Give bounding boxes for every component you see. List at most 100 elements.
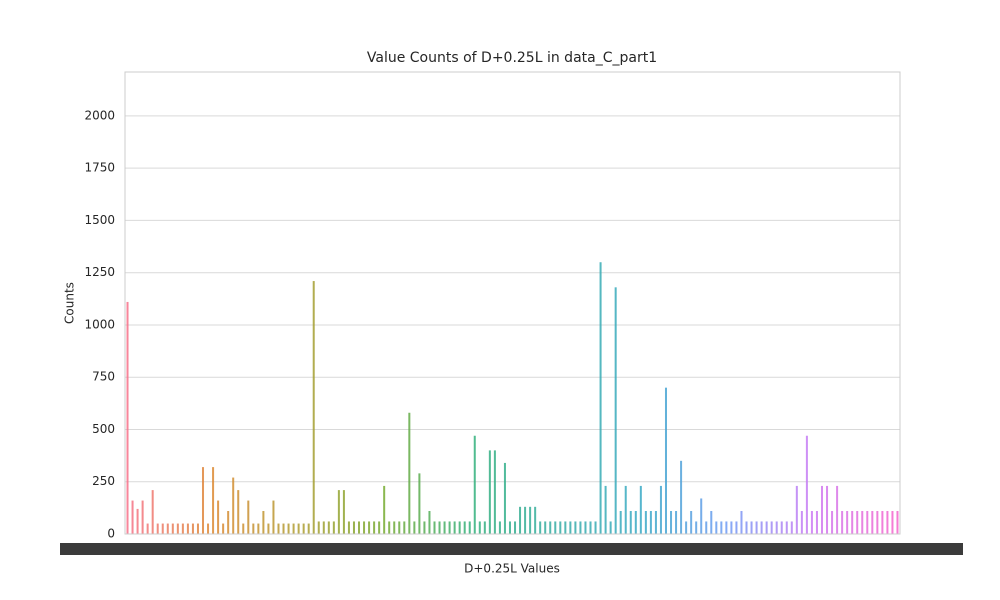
bar	[171, 523, 174, 534]
bar	[820, 485, 824, 534]
bar	[503, 462, 506, 534]
bar	[750, 521, 753, 534]
bar	[327, 521, 330, 534]
bar	[629, 511, 632, 534]
bar	[780, 521, 783, 534]
bar	[448, 521, 451, 534]
bar	[760, 521, 763, 534]
y-tick-label: 750	[92, 370, 115, 384]
y-tick-label: 1500	[84, 213, 115, 227]
plot-frame	[124, 71, 901, 535]
bar	[217, 500, 220, 534]
bar	[156, 523, 159, 534]
bar	[659, 485, 662, 534]
bar	[292, 523, 295, 534]
bar	[277, 523, 280, 534]
bar	[846, 511, 849, 534]
bar	[352, 521, 355, 534]
bar	[317, 521, 320, 534]
bar	[196, 523, 199, 534]
bar	[388, 521, 391, 534]
bar	[539, 521, 542, 534]
bar	[232, 477, 235, 534]
bar	[257, 523, 260, 534]
bar	[624, 485, 627, 534]
bar	[181, 523, 184, 534]
bar	[715, 521, 718, 534]
y-tick-label: 500	[92, 422, 115, 436]
bar	[131, 500, 134, 534]
bar	[790, 521, 793, 534]
y-tick-label: 1750	[84, 161, 115, 175]
bar	[549, 521, 552, 534]
bar	[201, 467, 205, 534]
bar	[453, 521, 456, 534]
bar	[438, 521, 441, 534]
bar	[514, 521, 517, 534]
bar	[443, 521, 446, 534]
bar	[272, 500, 275, 534]
bar	[604, 485, 607, 534]
bar	[876, 511, 879, 534]
bar	[841, 511, 844, 534]
bar	[322, 521, 325, 534]
bar	[856, 511, 859, 534]
bar	[735, 521, 738, 534]
bar	[675, 511, 678, 534]
bar	[403, 521, 406, 534]
bar	[176, 523, 179, 534]
bar	[141, 500, 144, 534]
bar	[670, 511, 673, 534]
bar	[815, 511, 818, 534]
bar	[282, 523, 285, 534]
y-tick-label: 2000	[84, 108, 115, 122]
bar	[332, 521, 335, 534]
bar	[896, 511, 899, 534]
bar	[886, 511, 889, 534]
bar	[478, 521, 481, 534]
x-axis-label: D+0.25L Values	[464, 562, 560, 576]
y-axis-label: Counts	[63, 282, 77, 324]
bar	[649, 511, 652, 534]
bar	[619, 511, 622, 534]
bar	[634, 511, 637, 534]
bar	[720, 521, 723, 534]
bar	[654, 511, 657, 534]
bar	[544, 521, 547, 534]
bar	[458, 521, 461, 534]
bar	[468, 521, 471, 534]
bar	[805, 435, 808, 534]
bar	[705, 521, 708, 534]
bar	[871, 511, 874, 534]
y-tick-label: 250	[92, 474, 115, 488]
bar	[861, 511, 864, 534]
chart-title: Value Counts of D+0.25L in data_C_part1	[367, 50, 657, 66]
bar	[262, 511, 265, 534]
bar	[810, 511, 813, 534]
bar	[614, 287, 617, 534]
bar	[252, 523, 255, 534]
bar	[383, 485, 386, 534]
bar	[740, 511, 743, 534]
bar	[393, 521, 396, 534]
bar	[498, 521, 501, 534]
bar	[866, 511, 869, 534]
bar	[685, 521, 688, 534]
bar	[584, 521, 587, 534]
bar	[186, 523, 189, 534]
bar	[891, 511, 894, 534]
bar	[222, 523, 225, 534]
x-tick-labels-overlap	[60, 543, 963, 555]
bar	[519, 506, 522, 534]
bar	[770, 521, 773, 534]
bar	[191, 523, 194, 534]
bar	[881, 511, 884, 534]
bar	[337, 490, 340, 534]
bar	[302, 523, 305, 534]
bar	[463, 521, 466, 534]
bar	[433, 521, 436, 534]
bar	[690, 511, 693, 534]
bar	[524, 506, 527, 534]
bar	[599, 262, 602, 534]
